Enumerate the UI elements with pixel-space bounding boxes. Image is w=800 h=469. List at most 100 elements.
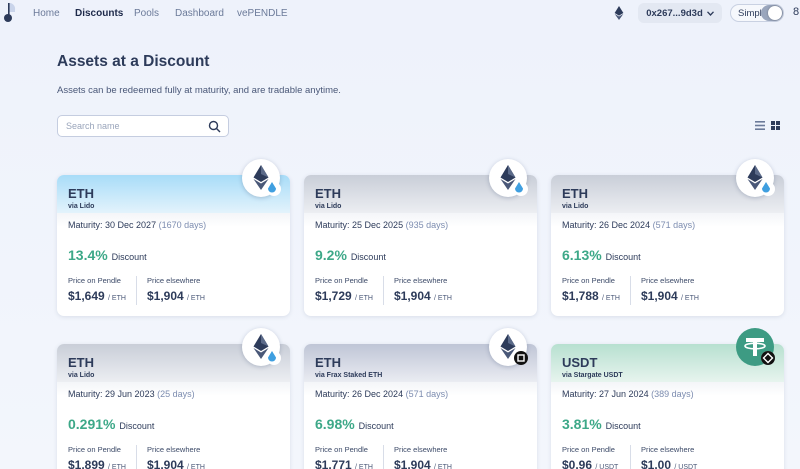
- price-divider: [136, 445, 137, 469]
- maturity-days: (571 days): [405, 389, 449, 399]
- price-pendle: $1,788 / ETH: [562, 289, 620, 303]
- ethereum-icon: [500, 165, 516, 190]
- maturity-date: 30 Dec 2027: [105, 220, 157, 230]
- maturity-info: Maturity: 25 Dec 2025 (935 days): [315, 220, 448, 230]
- asset-card[interactable]: ETH via Lido Maturity: 26 Dec 2024 (571 da…: [551, 159, 784, 316]
- grid-view-icon[interactable]: [771, 121, 780, 130]
- price-pendle: $1,899 / ETH: [68, 458, 126, 469]
- discount-percent: 13.4%: [68, 247, 108, 263]
- discount-value: 6.13% Discount: [562, 247, 641, 263]
- nav-vependle[interactable]: vePENDLE: [237, 8, 288, 19]
- price-elsewhere-unit: / ETH: [434, 295, 452, 302]
- price-pendle-unit: / ETH: [602, 295, 620, 302]
- mode-toggle[interactable]: Simple: [730, 4, 784, 22]
- asset-card[interactable]: ETH via Frax Staked ETH Maturity: 26 Dec 2…: [304, 328, 537, 469]
- discount-label: Discount: [358, 421, 394, 431]
- maturity-info: Maturity: 29 Jun 2023 (25 days): [68, 389, 195, 399]
- maturity-date: 25 Dec 2025: [352, 220, 404, 230]
- ethereum-icon: [253, 334, 269, 359]
- discount-percent: 0.291%: [68, 416, 116, 432]
- price-elsewhere-value: $1,904: [394, 289, 431, 303]
- nav-home[interactable]: Home: [33, 8, 60, 19]
- token-badge: [736, 159, 775, 197]
- price-pendle-label: Price on Pendle: [315, 276, 368, 285]
- ethereum-icon: [747, 165, 763, 190]
- protocol-badge: [267, 351, 281, 365]
- price-divider: [630, 445, 631, 469]
- nav-discounts[interactable]: Discounts: [75, 8, 124, 19]
- ethereum-icon: [500, 334, 516, 359]
- asset-name: ETH: [315, 186, 341, 201]
- price-elsewhere-value: $1,904: [147, 458, 184, 469]
- price-pendle-value: $1,899: [68, 458, 105, 469]
- network-selector[interactable]: [608, 4, 630, 22]
- asset-card[interactable]: ETH via Lido Maturity: 30 Dec 2027 (1670 d…: [57, 159, 290, 316]
- price-elsewhere: $1,904 / ETH: [147, 458, 205, 469]
- card-header-fade: [551, 382, 784, 396]
- card-header-fade: [57, 213, 290, 227]
- asset-name: USDT: [562, 355, 598, 370]
- maturity-date: 26 Dec 2024: [352, 389, 404, 399]
- protocol-badge: [514, 351, 528, 365]
- maturity-date: 27 Jun 2024: [599, 389, 649, 399]
- discount-label: Discount: [605, 421, 641, 431]
- price-elsewhere-label: Price elsewhere: [147, 445, 201, 454]
- price-pendle-unit: / ETH: [108, 464, 126, 469]
- asset-source: via Stargate USDT: [562, 372, 623, 379]
- token-badge: [736, 328, 775, 366]
- price-pendle-value: $1,729: [315, 289, 352, 303]
- asset-source: via Frax Staked ETH: [315, 372, 383, 379]
- discount-percent: 9.2%: [315, 247, 347, 263]
- toggle-knob: [768, 6, 782, 20]
- nav-dashboard[interactable]: Dashboard: [175, 8, 224, 19]
- price-pendle-unit: / ETH: [108, 295, 126, 302]
- search-icon[interactable]: [208, 120, 221, 133]
- maturity-days: (25 days): [157, 389, 195, 399]
- asset-name: ETH: [68, 355, 94, 370]
- discount-value: 13.4% Discount: [68, 247, 147, 263]
- asset-name: ETH: [68, 186, 94, 201]
- price-pendle-unit: / ETH: [355, 464, 373, 469]
- price-divider: [630, 276, 631, 305]
- maturity-date: 29 Jun 2023: [105, 389, 155, 399]
- maturity-label: Maturity:: [68, 220, 103, 230]
- maturity-days: (935 days): [405, 220, 449, 230]
- ethereum-icon: [614, 6, 624, 20]
- price-elsewhere-label: Price elsewhere: [641, 445, 695, 454]
- discount-value: 9.2% Discount: [315, 247, 386, 263]
- price-divider: [383, 276, 384, 305]
- price-pendle: $1,729 / ETH: [315, 289, 373, 303]
- token-badge: [242, 159, 281, 197]
- maturity-days: (1670 days): [158, 220, 207, 230]
- lido-drop-icon: [268, 182, 276, 193]
- asset-card[interactable]: ETH via Lido Maturity: 25 Dec 2025 (935 da…: [304, 159, 537, 316]
- price-pendle-value: $1,649: [68, 289, 105, 303]
- maturity-label: Maturity:: [315, 220, 350, 230]
- pendle-logo-icon[interactable]: [2, 2, 16, 24]
- discount-value: 0.291% Discount: [68, 416, 154, 432]
- asset-card[interactable]: ETH via Lido Maturity: 29 Jun 2023 (25 day…: [57, 328, 290, 469]
- price-elsewhere-unit: / ETH: [187, 464, 205, 469]
- asset-card[interactable]: USDT via Stargate USDT Maturity: 27 Jun 20…: [551, 328, 784, 469]
- price-elsewhere-value: $1.00: [641, 458, 672, 469]
- price-elsewhere-unit: / ETH: [434, 464, 452, 469]
- price-pendle: $1,649 / ETH: [68, 289, 126, 303]
- protocol-badge: [761, 182, 775, 196]
- wallet-button[interactable]: 0x267...9d3d: [638, 3, 722, 23]
- nav-pools[interactable]: Pools: [134, 8, 160, 19]
- search-input[interactable]: [66, 121, 206, 131]
- list-view-icon[interactable]: [755, 121, 765, 130]
- protocol-badge: [761, 351, 775, 365]
- maturity-label: Maturity:: [562, 389, 597, 399]
- price-elsewhere-unit: / ETH: [187, 295, 205, 302]
- price-elsewhere-label: Price elsewhere: [394, 276, 448, 285]
- price-elsewhere-label: Price elsewhere: [147, 276, 201, 285]
- price-elsewhere-value: $1,904: [147, 289, 184, 303]
- protocol-badge: [514, 182, 528, 196]
- price-pendle-unit: / USDT: [595, 464, 619, 469]
- price-elsewhere-label: Price elsewhere: [641, 276, 695, 285]
- asset-source: via Lido: [315, 203, 342, 210]
- nav-overflow[interactable]: 8: [793, 6, 800, 18]
- page-title: Assets at a Discount: [57, 53, 210, 70]
- maturity-info: Maturity: 26 Dec 2024 (571 days): [562, 220, 695, 230]
